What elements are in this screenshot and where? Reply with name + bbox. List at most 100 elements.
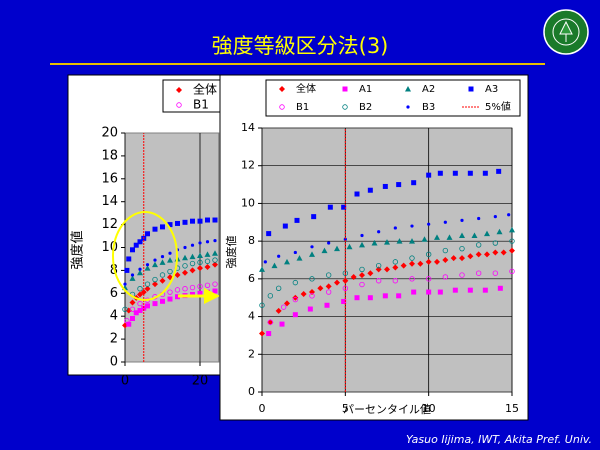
- x-tick-label: 0: [121, 374, 129, 389]
- data-point: [130, 273, 135, 277]
- data-point: [367, 270, 374, 277]
- data-point: [137, 269, 143, 276]
- data-point: [484, 251, 490, 258]
- data-point: [396, 182, 402, 188]
- data-point: [371, 240, 378, 246]
- data-point: [309, 251, 315, 257]
- data-point: [300, 290, 307, 297]
- data-point: [129, 299, 136, 306]
- data-point: [327, 241, 331, 245]
- data-point: [197, 290, 203, 296]
- data-point: [152, 301, 158, 307]
- data-point: [341, 204, 347, 210]
- legend-label: 全体: [193, 82, 217, 97]
- legend-label: B1: [193, 98, 209, 112]
- data-point: [471, 232, 478, 238]
- data-point: [189, 267, 196, 274]
- data-point: [266, 231, 272, 237]
- data-point: [275, 285, 282, 291]
- data-point: [467, 170, 473, 176]
- data-point: [204, 251, 211, 257]
- data-point: [509, 226, 515, 233]
- data-point: [212, 261, 218, 268]
- data-point: [500, 249, 507, 256]
- y-tick-label: 10: [241, 196, 255, 209]
- data-point: [475, 242, 482, 248]
- legend-marker: [405, 86, 411, 92]
- data-point: [325, 289, 332, 295]
- y-tick-label: 0: [110, 355, 118, 370]
- x-tick-label: 10: [422, 402, 436, 415]
- data-point: [296, 255, 303, 261]
- data-point: [271, 262, 278, 269]
- data-point: [452, 170, 458, 176]
- data-point: [138, 267, 142, 271]
- data-point: [452, 287, 458, 293]
- data-point: [145, 303, 150, 309]
- data-point: [307, 306, 313, 312]
- data-point: [493, 215, 497, 219]
- data-point: [182, 254, 188, 261]
- data-point: [311, 214, 317, 220]
- data-point: [375, 278, 382, 284]
- data-point: [126, 256, 132, 262]
- data-point: [425, 258, 432, 265]
- data-point: [167, 296, 173, 302]
- legend-marker: [468, 86, 474, 92]
- y-tick-label: 4: [110, 309, 118, 324]
- data-point: [159, 259, 166, 265]
- data-point: [153, 258, 157, 262]
- x-tick-label: 20: [192, 374, 209, 389]
- x-tick-label: 5: [342, 402, 349, 415]
- y-tick-label: 16: [101, 171, 118, 186]
- data-point: [259, 330, 265, 337]
- data-point: [475, 270, 482, 276]
- data-point: [421, 236, 428, 242]
- data-point: [144, 285, 151, 292]
- data-point: [293, 250, 297, 255]
- data-point: [133, 242, 139, 248]
- data-point: [124, 318, 130, 324]
- data-point: [126, 321, 132, 327]
- data-point: [400, 262, 407, 269]
- data-point: [327, 204, 333, 210]
- data-point: [321, 247, 328, 254]
- y-tick-label: 12: [101, 217, 118, 232]
- annotation: [112, 211, 220, 304]
- data-point: [309, 293, 315, 299]
- legend-label: 5%値: [485, 100, 511, 113]
- data-point: [267, 293, 274, 299]
- data-point: [190, 243, 195, 247]
- data-point: [190, 291, 195, 297]
- data-point: [144, 281, 151, 287]
- data-point: [204, 258, 211, 264]
- data-point: [475, 251, 482, 258]
- data-point: [509, 238, 515, 244]
- y-tick-label: 6: [248, 272, 255, 285]
- data-point: [152, 226, 158, 232]
- data-point: [205, 217, 210, 223]
- data-point: [168, 251, 172, 255]
- data-point: [175, 220, 180, 226]
- data-point: [359, 272, 365, 279]
- data-point: [442, 257, 449, 263]
- y-tick-label: 8: [248, 234, 255, 247]
- legend-marker: [176, 102, 182, 108]
- data-point: [325, 272, 332, 278]
- legend-marker: [176, 87, 182, 93]
- data-point: [189, 284, 196, 291]
- data-point: [434, 234, 440, 240]
- y-axis-label: 強度値: [224, 236, 238, 269]
- data-point: [182, 219, 188, 225]
- data-point: [375, 266, 382, 273]
- logo: [543, 9, 589, 55]
- data-point: [130, 315, 135, 321]
- data-point: [509, 268, 515, 275]
- data-point: [496, 228, 503, 235]
- data-point: [124, 267, 130, 273]
- data-point: [212, 257, 218, 263]
- data-point: [259, 266, 265, 272]
- legend-label: B1: [296, 102, 309, 113]
- data-point: [144, 265, 151, 271]
